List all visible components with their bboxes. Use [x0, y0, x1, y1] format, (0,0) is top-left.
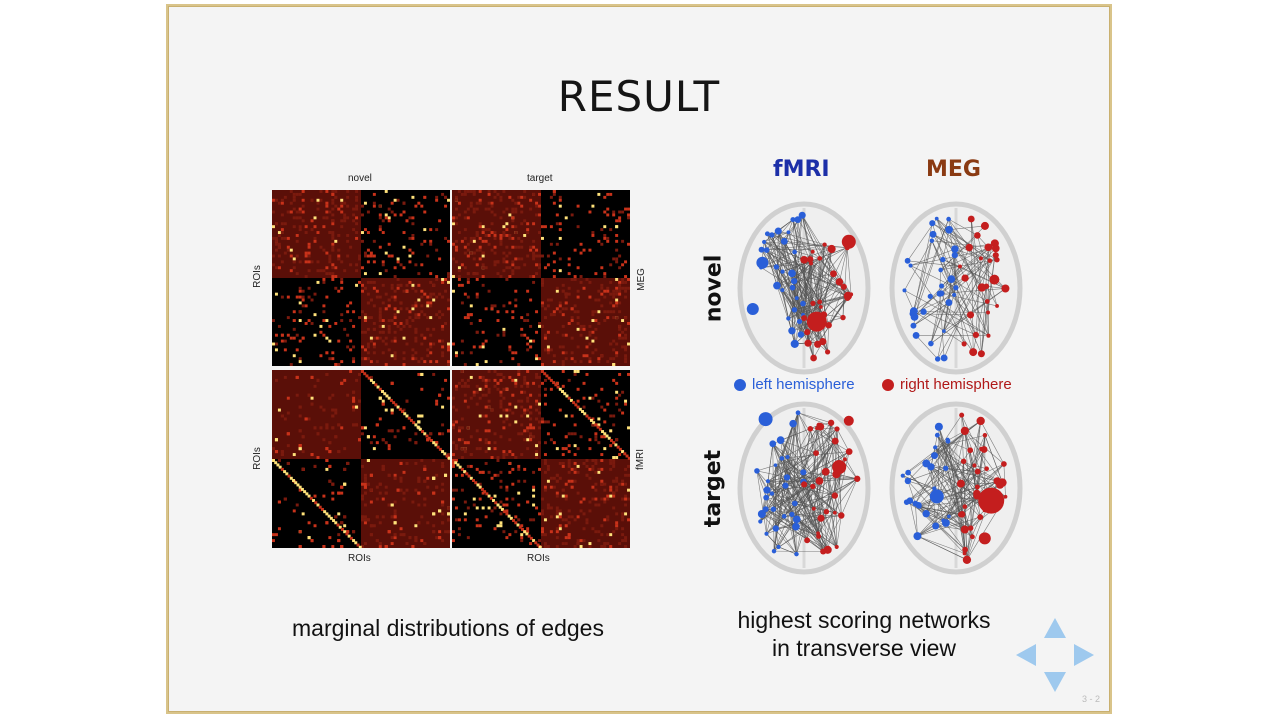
nav-down-icon[interactable]: [1044, 672, 1066, 692]
heatmap-left-label-bottom: ROIs: [251, 447, 263, 470]
heatmap-target-fmri: [452, 370, 630, 548]
heatmap-novel-meg: [272, 190, 450, 366]
legend-left-hemisphere: left hemisphere: [734, 376, 855, 393]
caption-highest-scoring-line2: in transverse view: [771, 635, 957, 661]
network-row-title-novel: novel: [701, 254, 727, 323]
network-row-title-target: target: [701, 449, 727, 528]
slide-title: RESULT: [557, 72, 721, 121]
caption-highest-scoring-line1: highest scoring networks: [737, 607, 991, 633]
heatmap-left-label-top: ROIs: [251, 265, 263, 288]
heatmap-bottom-label-left: ROIs: [348, 553, 371, 564]
legend-label-right: right hemisphere: [900, 376, 1012, 393]
page-number: 3 - 2: [1081, 694, 1100, 704]
legend-right-hemisphere: right hemisphere: [882, 376, 1012, 393]
brain-network-meg-novel: [889, 201, 1023, 375]
legend-dot-right: [882, 378, 894, 391]
network-col-title-meg: MEG: [926, 157, 981, 182]
heatmap-right-label-fmri: fMRI: [635, 448, 647, 471]
nav-up-icon[interactable]: [1044, 618, 1066, 638]
legend-label-left: left hemisphere: [752, 376, 855, 393]
heatmap-col-label-novel: novel: [348, 173, 372, 184]
nav-right-icon[interactable]: [1074, 644, 1094, 666]
caption-marginal-distributions: marginal distributions of edges: [292, 615, 604, 641]
heatmap-novel-fmri: [272, 370, 450, 548]
slide: RESULT novel target ROIs ROIs MEG fMRI R…: [166, 4, 1112, 714]
heatmap-bottom-label-right: ROIs: [527, 553, 550, 564]
brain-network-fmri-novel: [737, 201, 871, 375]
heatmap-target-meg: [452, 190, 630, 366]
network-col-title-fmri: fMRI: [773, 157, 830, 182]
heatmap-col-label-target: target: [527, 173, 553, 184]
legend-dot-left: [734, 378, 746, 391]
brain-network-fmri-target: [737, 401, 871, 575]
nav-left-icon[interactable]: [1016, 644, 1036, 666]
brain-network-meg-target: [889, 401, 1023, 575]
heatmap-right-label-meg: MEG: [635, 268, 647, 291]
